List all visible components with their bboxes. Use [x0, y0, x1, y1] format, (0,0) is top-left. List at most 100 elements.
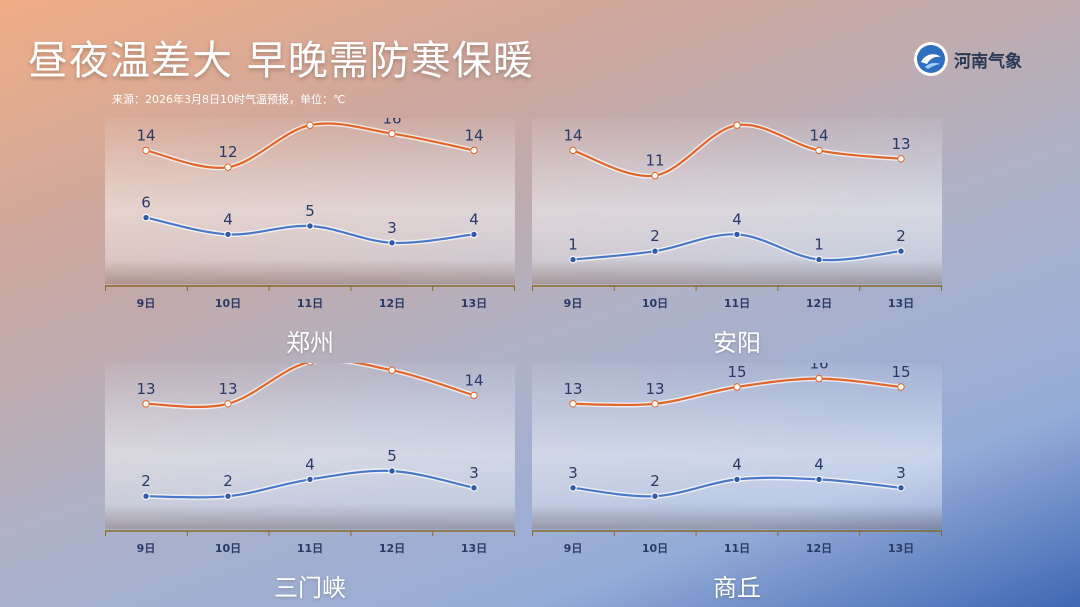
data-point [388, 467, 396, 475]
data-point [224, 492, 232, 500]
data-point [569, 146, 577, 155]
x-tick-label: 12日 [379, 297, 405, 310]
x-tick-label: 13日 [888, 297, 914, 310]
x-tick-label: 9日 [137, 297, 156, 310]
x-tick-label: 13日 [461, 542, 487, 555]
data-label: 1 [568, 236, 578, 254]
logo-text: 河南气象 [954, 51, 1022, 72]
x-tick-label: 9日 [137, 542, 156, 555]
temperature-chart-anyang: 9日10日11日12日13日141117141312412 [532, 118, 942, 310]
x-tick-label: 9日 [564, 297, 583, 310]
high-temperature-line [144, 363, 476, 408]
data-label: 2 [896, 227, 906, 245]
data-point [224, 400, 232, 408]
x-tick-label: 11日 [724, 297, 750, 310]
temperature-chart-sanmenxia: 9日10日11日12日13日131318171422453 [105, 363, 515, 555]
x-tick-label: 10日 [215, 297, 241, 310]
data-point [470, 484, 478, 492]
data-point [569, 484, 577, 492]
temperature-chart-zhengzhou: 9日 10日 11日 12日 13日 14 12 17 16 14 6 4 5 3 4 [105, 118, 515, 310]
data-point [306, 222, 314, 230]
x-tick-label: 11日 [297, 542, 323, 555]
data-label: 13 [136, 380, 155, 398]
x-tick-label: 12日 [806, 297, 832, 310]
data-point [306, 363, 314, 366]
data-label: 15 [891, 363, 910, 381]
data-point [388, 239, 396, 247]
data-label: 13 [645, 380, 664, 398]
data-point [651, 247, 659, 255]
city-label: 三门峡 [274, 574, 346, 602]
data-point [815, 146, 823, 155]
data-point [388, 366, 396, 374]
city-label: 郑州 [286, 329, 334, 357]
data-label: 5 [305, 202, 315, 220]
data-point [306, 475, 314, 484]
data-label: 17 [727, 118, 746, 119]
data-point [897, 247, 905, 255]
data-point [470, 230, 478, 239]
data-label: 15 [727, 363, 746, 381]
data-label: 4 [305, 455, 315, 473]
data-point [470, 391, 478, 400]
data-label: 11 [645, 152, 664, 170]
data-point [733, 121, 741, 129]
data-label: 14 [464, 371, 483, 389]
data-point [733, 230, 741, 239]
x-tick-label: 11日 [724, 542, 750, 555]
temperature-chart-shangqiu: 9日 10日 11日 12日 13日 13 13 15 16 15 3 2 4 4 3 [532, 363, 942, 555]
data-label: 2 [650, 472, 660, 490]
data-label: 13 [218, 380, 237, 398]
data-point [651, 171, 659, 180]
plot-background [105, 363, 515, 529]
data-label: 2 [223, 472, 233, 490]
data-label: 13 [563, 380, 582, 398]
data-label: 4 [469, 210, 479, 228]
data-label: 5 [387, 447, 397, 465]
x-tick-label: 13日 [888, 542, 914, 555]
data-label: 4 [814, 455, 824, 473]
data-point [897, 155, 905, 163]
data-source-note: 来源：2026年3月8日10时气温预报，单位：℃ [112, 93, 346, 106]
data-label: 1 [814, 236, 824, 254]
plot-background [105, 118, 515, 284]
data-point [897, 484, 905, 492]
data-point [224, 163, 232, 171]
chart-panel-sanmenxia: 9日10日11日12日13日131318171422453 三门峡 [105, 363, 515, 602]
data-label: 4 [223, 210, 233, 228]
city-label: 商丘 [713, 574, 761, 602]
data-label: 2 [141, 472, 151, 490]
data-label: 12 [218, 143, 237, 161]
data-point [470, 146, 478, 155]
data-point [733, 383, 741, 391]
data-label: 6 [141, 194, 151, 212]
x-tick-label: 9日 [564, 542, 583, 555]
x-tick-label: 13日 [461, 297, 487, 310]
data-label: 4 [732, 210, 742, 228]
henan-meteorology-logo-icon [914, 42, 948, 76]
chart-panel-shangqiu: 9日 10日 11日 12日 13日 13 13 15 16 15 3 2 4 4 3 商丘 [532, 363, 942, 602]
data-label: 2 [650, 227, 660, 245]
data-point [142, 400, 150, 408]
data-label: 3 [469, 464, 479, 482]
data-point [306, 121, 314, 129]
data-point [142, 492, 150, 500]
data-label: 14 [809, 126, 828, 144]
data-point [733, 475, 741, 484]
data-point [142, 146, 150, 155]
data-point [224, 230, 232, 239]
data-label: 3 [387, 219, 397, 237]
data-label: 14 [563, 126, 582, 144]
data-label: 3 [568, 464, 578, 482]
x-tick-label: 12日 [806, 542, 832, 555]
data-point [815, 475, 823, 484]
x-tick-label: 10日 [215, 542, 241, 555]
data-point [569, 400, 577, 408]
data-point [651, 492, 659, 500]
data-point [815, 374, 823, 383]
page-title: 昼夜温差大 早晚需防寒保暖 [28, 38, 534, 84]
data-label: 16 [382, 118, 401, 128]
x-tick-label: 10日 [642, 542, 668, 555]
x-tick-label: 11日 [297, 297, 323, 310]
data-point [142, 213, 150, 222]
